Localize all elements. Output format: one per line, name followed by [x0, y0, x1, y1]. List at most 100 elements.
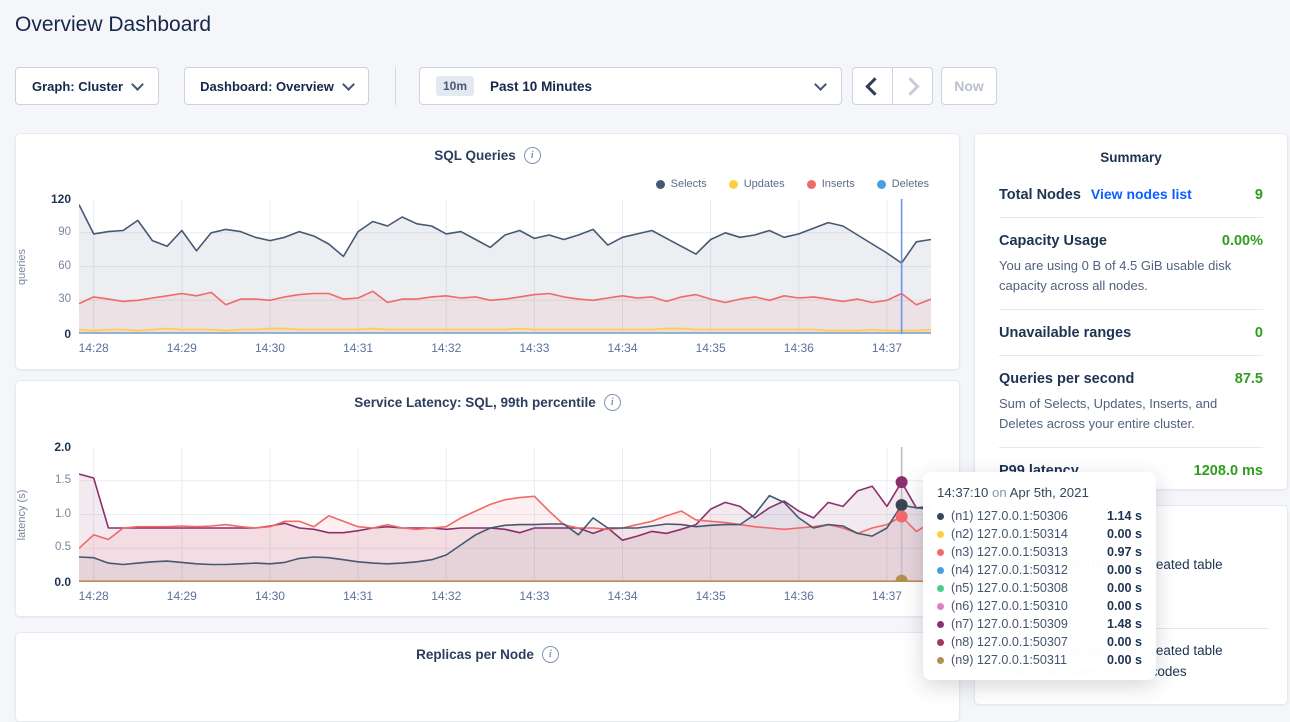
sql-queries-title: SQL Queries — [434, 148, 516, 163]
time-range-badge: 10m — [436, 76, 475, 96]
tooltip-node-label: (n2) 127.0.0.1:50314 — [951, 527, 1068, 541]
crosshair-dot — [895, 499, 908, 512]
legend-label: Deletes — [891, 178, 929, 190]
summary-card: Summary Total Nodes View nodes list 9 Capac… — [974, 133, 1288, 490]
tooltip-row: (n2) 127.0.0.1:50314 0.00 s — [937, 525, 1142, 543]
series-dot-icon — [806, 179, 816, 189]
summary-row-label: Capacity Usage — [999, 233, 1107, 249]
graph-dropdown[interactable]: Graph: Cluster — [15, 67, 159, 105]
summary-row-label: Unavailable ranges — [999, 325, 1132, 341]
next-time-button[interactable] — [892, 67, 933, 105]
overview-dashboard-page: Overview Dashboard Graph: Cluster Dashbo… — [15, 13, 1288, 722]
x-axis-tick: 14:32 — [431, 341, 462, 355]
tooltip-node-value: 0.00 s — [1106, 599, 1142, 613]
x-axis-tick: 14:35 — [695, 589, 726, 603]
summary-row-head: Unavailable ranges 0 — [999, 325, 1263, 341]
y-axis-tick: 0.0 — [54, 575, 71, 589]
x-axis-tick: 14:31 — [343, 341, 374, 355]
tooltip-node-value: 0.00 s — [1106, 653, 1142, 667]
summary-row-value: 87.5 — [1234, 371, 1263, 387]
time-range-picker[interactable]: 10m Past 10 Minutes — [419, 67, 842, 105]
y-axis-label: latency (s) — [16, 489, 28, 540]
summary-rows: Total Nodes View nodes list 9 Capacity Usag… — [975, 165, 1287, 493]
tooltip-timestamp: 14:37:10 on Apr 5th, 2021 — [937, 485, 1089, 500]
series-dot-icon — [937, 620, 944, 628]
legend-label: Updates — [743, 178, 785, 190]
tooltip-rows: (n1) 127.0.0.1:50306 1.14 s (n2) 127.0.0.1… — [937, 507, 1142, 669]
sql-queries-plot[interactable] — [78, 199, 932, 334]
series-line-selects — [78, 204, 932, 264]
chart-title-row: SQL Queries i — [16, 147, 959, 164]
legend-item-deletes[interactable]: Deletes — [876, 178, 929, 190]
info-icon[interactable]: i — [541, 646, 559, 663]
x-axis-tick: 14:37 — [871, 589, 902, 603]
series-dot-icon — [655, 179, 665, 189]
tooltip-node-label: (n3) 127.0.0.1:50313 — [951, 545, 1068, 559]
chevron-right-icon — [901, 76, 920, 96]
series-dot-icon — [937, 548, 944, 556]
y-axis-tick: 2.0 — [54, 440, 71, 454]
sql-queries-card: SQL Queries i Selects Updates Inserts Delet… — [15, 133, 960, 370]
tooltip-node-label: (n9) 127.0.0.1:50311 — [951, 653, 1067, 667]
info-icon[interactable]: i — [523, 147, 541, 164]
tooltip-node-label: (n4) 127.0.0.1:50312 — [951, 563, 1068, 577]
service-latency-card: Service Latency: SQL, 99th percentile i … — [15, 380, 960, 617]
legend-label: Selects — [670, 178, 707, 190]
service-latency-title: Service Latency: SQL, 99th percentile — [354, 395, 596, 410]
series-dot-icon — [728, 179, 738, 189]
info-icon[interactable]: i — [603, 394, 621, 411]
chevron-left-icon — [865, 76, 884, 96]
tooltip-row: (n8) 127.0.0.1:50307 0.00 s — [937, 633, 1142, 651]
now-button[interactable]: Now — [941, 67, 997, 105]
x-axis-tick: 14:35 — [695, 341, 726, 355]
x-axis-tick: 14:28 — [78, 589, 109, 603]
summary-row-head: Queries per second 87.5 — [999, 371, 1263, 387]
prev-time-button[interactable] — [852, 67, 893, 105]
series-line-updates — [78, 327, 932, 332]
series-dot-icon — [937, 512, 944, 520]
y-axis-tick: 0.5 — [55, 541, 71, 554]
y-axis-tick: 0 — [64, 327, 71, 341]
legend-item-inserts[interactable]: Inserts — [806, 178, 855, 190]
dashboard-dropdown[interactable]: Dashboard: Overview — [184, 67, 369, 105]
series-line--n7-127-0-0-1-50309 — [78, 473, 932, 541]
summary-row: Unavailable ranges 0 — [999, 309, 1263, 355]
sql-legend: Selects Updates Inserts Deletes — [655, 178, 929, 190]
chevron-down-icon — [814, 77, 827, 91]
x-axis-tick: 14:30 — [254, 589, 285, 603]
summary-row-head: Total Nodes View nodes list 9 — [999, 186, 1263, 203]
summary-row-value: 0 — [1254, 325, 1263, 341]
tooltip-row: (n7) 127.0.0.1:50309 1.48 s — [937, 615, 1142, 633]
x-axis-tick: 14:28 — [78, 341, 109, 355]
x-axis-tick: 14:36 — [783, 589, 814, 603]
summary-row-desc: You are using 0 B of 4.5 GiB usable disk… — [999, 258, 1232, 293]
summary-row: Capacity Usage 0.00% You are using 0 B of … — [999, 217, 1263, 309]
chevron-down-icon — [341, 77, 355, 91]
x-axis-tick: 14:34 — [607, 341, 638, 355]
tooltip-node-label: (n1) 127.0.0.1:50306 — [951, 509, 1068, 523]
crosshair-dot — [895, 510, 908, 523]
tooltip-node-value: 0.00 s — [1106, 581, 1142, 595]
tooltip-node-label: (n6) 127.0.0.1:50310 — [951, 599, 1068, 613]
series-dot-icon — [937, 602, 944, 610]
tooltip-node-value: 0.00 s — [1106, 635, 1142, 649]
x-axis-tick: 14:34 — [607, 589, 638, 603]
view-nodes-list-link[interactable]: View nodes list — [1090, 186, 1192, 202]
series-dot-icon — [937, 566, 944, 574]
x-axis-tick: 14:37 — [871, 341, 902, 355]
service-latency-sql-99th-percentile-plot[interactable] — [78, 447, 932, 587]
y-axis-tick: 30 — [58, 293, 71, 306]
summary-row-value: 1208.0 ms — [1193, 463, 1263, 479]
chart-title-row: Service Latency: SQL, 99th percentile i — [16, 394, 959, 411]
y-axis-tick: 1.0 — [55, 507, 71, 520]
x-axis-tick: 14:30 — [254, 341, 285, 355]
x-axis-tick: 14:29 — [166, 589, 197, 603]
tooltip-node-label: (n8) 127.0.0.1:50307 — [951, 635, 1068, 649]
tooltip-row: (n6) 127.0.0.1:50310 0.00 s — [937, 597, 1142, 615]
crosshair-dot — [895, 476, 908, 489]
x-axis-tick: 14:32 — [431, 589, 462, 603]
legend-item-updates[interactable]: Updates — [728, 178, 785, 190]
legend-item-selects[interactable]: Selects — [655, 178, 707, 190]
series-line--n1-127-0-0-1-50306 — [78, 494, 932, 566]
summary-row: Queries per second 87.5 Sum of Selects, Up… — [999, 355, 1263, 447]
